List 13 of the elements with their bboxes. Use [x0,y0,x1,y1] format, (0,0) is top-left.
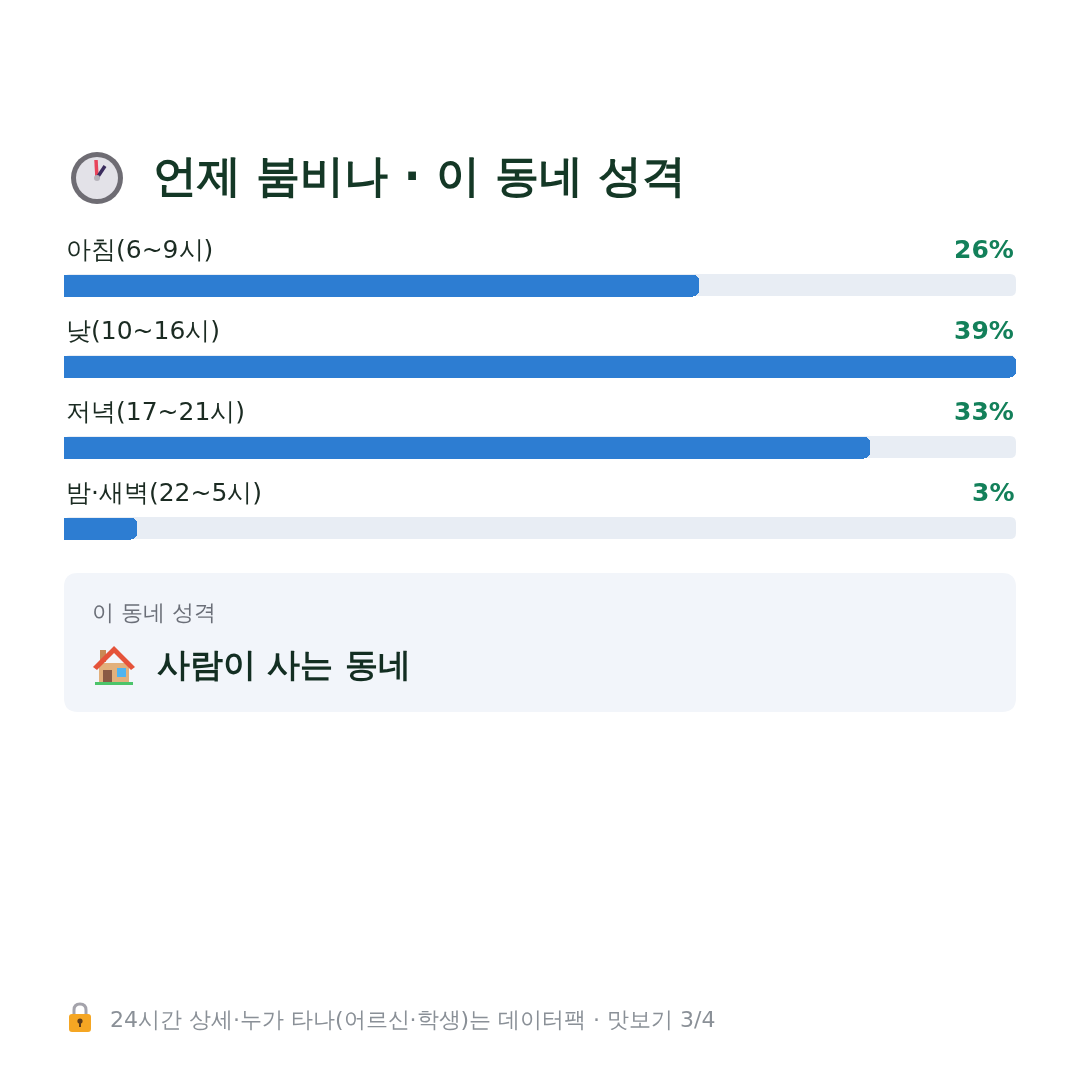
y-tick-label: 저녁(17~21시) [66,397,246,426]
data-label: 33% [954,397,1014,426]
data-label: 26% [954,235,1014,264]
bar [64,517,137,540]
y-tick-label: 아침(6~9시) [66,235,214,264]
data-label: 3% [972,478,1015,507]
chart-title: 언제 붐비나 · 이 동네 성격 [153,150,687,202]
text: 사람이 사는 동네 [157,645,411,684]
text: 이 동네 성격 [92,600,216,625]
y-tick-label: 낮(10~16시) [66,316,221,345]
y-tick-label: 밤·새벽(22~5시) [66,478,263,507]
data-label: 39% [954,316,1014,345]
text: 24시간 상세·누가 타나(어르신·학생)는 데이터팩 · 맛보기 3/4 [110,1007,716,1032]
